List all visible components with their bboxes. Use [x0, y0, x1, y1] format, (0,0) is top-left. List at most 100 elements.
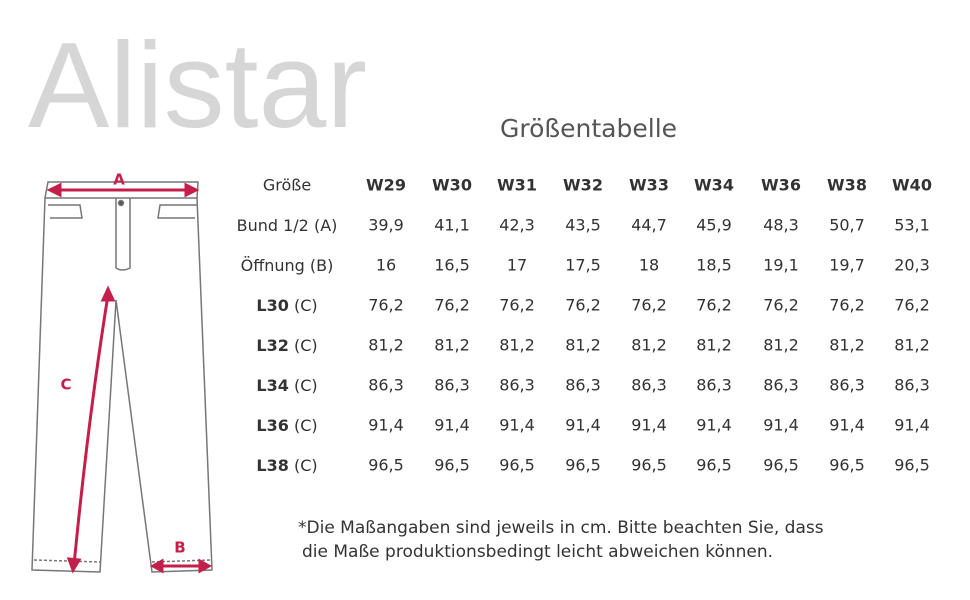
cell: 96,5 [368, 456, 404, 475]
pants-diagram [31, 181, 213, 573]
cell: 76,2 [434, 296, 470, 315]
cell: 86,3 [763, 376, 799, 395]
cell: 81,2 [829, 336, 865, 355]
cell: 86,3 [565, 376, 601, 395]
cell: 76,2 [696, 296, 732, 315]
column-header: W40 [892, 176, 932, 195]
cell: 96,5 [829, 456, 865, 475]
cell: 53,1 [894, 216, 930, 235]
column-header: Größe [263, 176, 311, 195]
cell: 96,5 [565, 456, 601, 475]
cell: 96,5 [763, 456, 799, 475]
row-label-suffix: (C) [294, 336, 318, 355]
footnote: *Die Maßangaben sind jeweils in cm. Bitt… [298, 518, 824, 538]
cell: 76,2 [565, 296, 601, 315]
cell: 16 [376, 256, 396, 275]
brand-title: Alistar [28, 17, 367, 153]
cell: 91,4 [434, 416, 470, 435]
row-label-main: L34 [256, 376, 288, 395]
cell: 96,5 [434, 456, 470, 475]
cell: 91,4 [763, 416, 799, 435]
cell: 86,3 [829, 376, 865, 395]
row-label-main: Bund 1/2 (A) [237, 216, 338, 235]
cell: 91,4 [565, 416, 601, 435]
cell: 16,5 [434, 256, 470, 275]
cell: 39,9 [368, 216, 404, 235]
column-header: W38 [827, 176, 867, 195]
measure-label: A [113, 171, 125, 189]
measure-arrows [46, 182, 213, 574]
cell: 17,5 [565, 256, 601, 275]
cell: 42,3 [499, 216, 535, 235]
column-header: W29 [366, 176, 406, 195]
row-label-suffix: (C) [294, 456, 318, 475]
cell: 18 [639, 256, 659, 275]
cell: 43,5 [565, 216, 601, 235]
footnote: die Maße produktionsbedingt leicht abwei… [302, 542, 773, 562]
cell: 81,2 [434, 336, 470, 355]
cell: 18,5 [696, 256, 732, 275]
subtitle: Größentabelle [500, 114, 677, 143]
cell: 86,3 [368, 376, 404, 395]
row-label-main: Öffnung (B) [241, 256, 334, 275]
cell: 76,2 [894, 296, 930, 315]
cell: 96,5 [894, 456, 930, 475]
cell: 19,1 [763, 256, 799, 275]
cell: 86,3 [894, 376, 930, 395]
cell: 81,2 [696, 336, 732, 355]
row-label-main: L30 [256, 296, 288, 315]
cell: 41,1 [434, 216, 470, 235]
cell: 81,2 [565, 336, 601, 355]
row-label-main: L32 [256, 336, 288, 355]
cell: 44,7 [631, 216, 667, 235]
cell: 76,2 [368, 296, 404, 315]
cell: 76,2 [829, 296, 865, 315]
row-label: L34 (C) [256, 376, 317, 395]
column-header: W32 [563, 176, 603, 195]
cell: 48,3 [763, 216, 799, 235]
cell: 96,5 [696, 456, 732, 475]
row-label-main: L36 [256, 416, 288, 435]
cell: 91,4 [829, 416, 865, 435]
cell: 50,7 [829, 216, 865, 235]
column-header: W36 [761, 176, 801, 195]
row-label: Bund 1/2 (A) [237, 216, 338, 235]
cell: 81,2 [631, 336, 667, 355]
cell: 76,2 [763, 296, 799, 315]
cell: 45,9 [696, 216, 732, 235]
row-label: L30 (C) [256, 296, 317, 315]
row-label-suffix: (C) [294, 376, 318, 395]
cell: 96,5 [499, 456, 535, 475]
measure-label: B [174, 539, 185, 557]
row-label-main: L38 [256, 456, 288, 475]
cell: 91,4 [368, 416, 404, 435]
column-header: W31 [497, 176, 537, 195]
cell: 17 [507, 256, 527, 275]
cell: 91,4 [499, 416, 535, 435]
cell: 20,3 [894, 256, 930, 275]
row-label: Öffnung (B) [241, 256, 334, 275]
measure-label: C [60, 376, 71, 394]
cell: 81,2 [368, 336, 404, 355]
cell: 76,2 [499, 296, 535, 315]
column-header: W34 [694, 176, 734, 195]
cell: 19,7 [829, 256, 865, 275]
cell: 76,2 [631, 296, 667, 315]
row-label: L36 (C) [256, 416, 317, 435]
cell: 91,4 [631, 416, 667, 435]
cell: 86,3 [434, 376, 470, 395]
row-label: L38 (C) [256, 456, 317, 475]
cell: 81,2 [499, 336, 535, 355]
cell: 86,3 [631, 376, 667, 395]
cell: 86,3 [696, 376, 732, 395]
row-label: L32 (C) [256, 336, 317, 355]
cell: 91,4 [894, 416, 930, 435]
cell: 81,2 [763, 336, 799, 355]
cell: 81,2 [894, 336, 930, 355]
cell: 96,5 [631, 456, 667, 475]
column-header: W30 [432, 176, 472, 195]
row-label-suffix: (C) [294, 296, 318, 315]
cell: 91,4 [696, 416, 732, 435]
row-label-suffix: (C) [294, 416, 318, 435]
